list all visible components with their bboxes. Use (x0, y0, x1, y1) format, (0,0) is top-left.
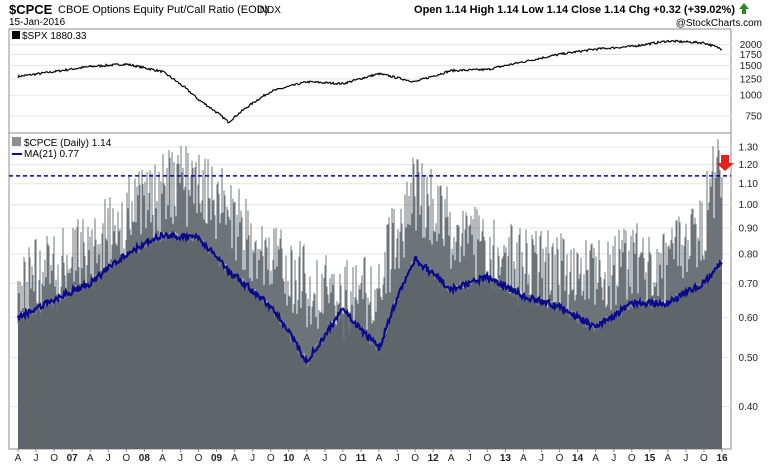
x-tick-label: A (303, 453, 310, 464)
spx-price-line (17, 39, 723, 124)
x-tick-label: 07 (67, 453, 79, 464)
x-tick-label: J (467, 453, 472, 464)
chart-date: 15-Jan-2016 (9, 17, 66, 28)
x-tick-label: A (520, 453, 527, 464)
brand-label: @StockCharts.com (676, 18, 762, 29)
spx-tick-label: 1750 (740, 50, 763, 61)
x-tick-label: 16 (716, 453, 728, 464)
cpce-tick-label: 0.70 (739, 279, 759, 290)
x-tick-label: O (50, 453, 58, 464)
x-axis: A J O 07 A J O 08 A J O 09 A J O 10 A J O 11 A J O 12 A J O 13 A J O 14… (15, 449, 728, 464)
x-tick-label: A (665, 453, 672, 464)
x-tick-label: O (339, 453, 347, 464)
spx-grid (9, 44, 731, 117)
x-tick-label: J (322, 453, 327, 464)
x-tick-label: 10 (283, 453, 295, 464)
spx-tick-label: 1250 (740, 74, 763, 85)
cpce-legend-swatch (12, 137, 21, 146)
x-tick-label: O (195, 453, 203, 464)
x-tick-label: A (592, 453, 599, 464)
x-tick-label: 12 (428, 453, 440, 464)
x-tick-label: 08 (139, 453, 151, 464)
spx-tick-label: 1500 (740, 61, 763, 72)
x-tick-label: J (250, 453, 255, 464)
cpce-tick-label: 1.30 (739, 142, 759, 153)
spx-tick-label: 1000 (740, 91, 763, 102)
cpce-tick-label: 1.20 (739, 160, 759, 171)
x-tick-label: 09 (211, 453, 223, 464)
x-tick-label: J (539, 453, 544, 464)
red-down-arrow-icon (716, 155, 734, 171)
exchange-label: INDX (257, 5, 281, 16)
cpce-label: $CPCE (Daily) 1.14 (24, 138, 112, 149)
x-tick-label: O (411, 453, 419, 464)
quote-readout: Open 1.14 High 1.14 Low 1.14 Close 1.14 … (414, 4, 735, 16)
ma21-line (16, 230, 723, 365)
x-tick-label: O (700, 453, 708, 464)
cpce-tick-label: 0.90 (739, 223, 759, 234)
x-tick-label: O (267, 453, 275, 464)
symbol-name: CBOE Options Equity Put/Call Ratio (EOD) (58, 4, 268, 16)
x-tick-label: O (628, 453, 636, 464)
x-tick-label: J (611, 453, 616, 464)
x-tick-label: A (159, 453, 166, 464)
x-tick-label: J (178, 453, 183, 464)
x-tick-label: 15 (644, 453, 656, 464)
cpce-tick-label: 1.10 (739, 179, 759, 190)
x-tick-label: J (395, 453, 400, 464)
ma-label: MA(21) 0.77 (24, 149, 79, 160)
up-arrow-icon (739, 3, 749, 14)
x-tick-label: J (106, 453, 111, 464)
spx-legend-swatch (12, 31, 20, 39)
x-tick-label: A (231, 453, 238, 464)
x-tick-label: J (683, 453, 688, 464)
x-tick-label: J (34, 453, 39, 464)
cpce-tick-label: 1.00 (739, 200, 759, 211)
cpce-tick-label: 0.60 (739, 313, 759, 324)
x-tick-label: O (483, 453, 491, 464)
spx-tick-label: 2000 (740, 40, 763, 51)
cpce-tick-label: 0.80 (739, 249, 759, 260)
spx-tick-label: 750 (745, 112, 762, 123)
x-tick-label: O (556, 453, 564, 464)
x-tick-label: O (122, 453, 130, 464)
x-tick-label: A (87, 453, 94, 464)
spx-label: $SPX 1880.33 (22, 31, 87, 42)
x-tick-label: A (15, 453, 22, 464)
cpce-y-axis: 0.40 0.50 0.60 0.70 0.80 0.90 1.00 1.10 1.20 1.30 (739, 142, 759, 413)
x-tick-label: A (376, 453, 383, 464)
x-tick-label: 14 (572, 453, 584, 464)
symbol-title: $CPCE (9, 2, 53, 17)
cpce-tick-label: 0.40 (739, 402, 759, 413)
x-tick-label: 11 (356, 453, 367, 464)
x-tick-label: A (448, 453, 455, 464)
cpce-ratio-area (18, 232, 722, 449)
x-tick-label: 13 (500, 453, 512, 464)
cpce-tick-label: 0.50 (739, 353, 759, 364)
